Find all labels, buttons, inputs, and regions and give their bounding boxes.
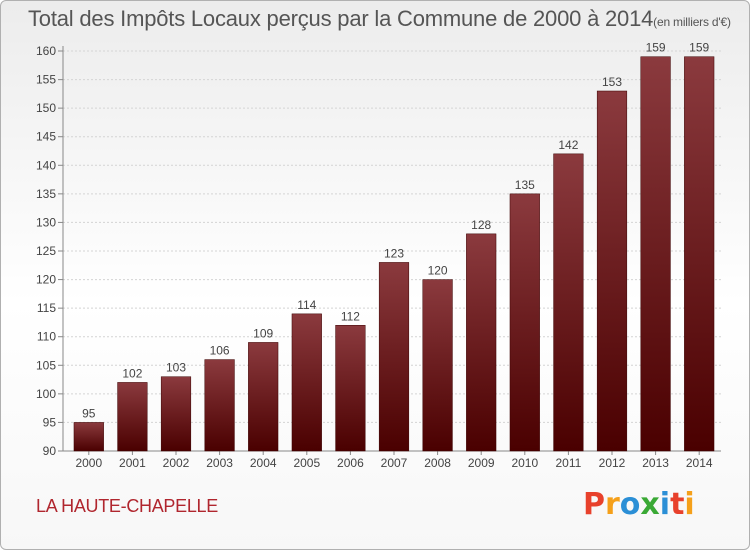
bar-value-label: 112: [341, 309, 360, 323]
bar-value-label: 120: [428, 264, 448, 278]
y-tick-label: 100: [36, 387, 56, 401]
x-tick-label: 2008: [424, 456, 451, 470]
y-tick-label: 105: [36, 358, 56, 372]
commune-name: LA HAUTE-CHAPELLE: [36, 496, 218, 516]
proxiti-logo: Proxiti: [583, 487, 695, 522]
bar-2009: [466, 233, 497, 452]
brand-letter: i: [684, 487, 695, 522]
bar-2000: [73, 422, 104, 452]
bar-2012: [596, 90, 628, 452]
y-tick-label: 160: [36, 44, 56, 58]
y-tick-label: 145: [36, 130, 56, 144]
x-tick-label: 2001: [119, 456, 146, 470]
brand-letter: P: [583, 487, 605, 522]
bar-2011: [553, 153, 584, 452]
bar-2003: [204, 359, 235, 452]
bar-2008: [422, 279, 453, 452]
x-tick-label: 2007: [381, 456, 408, 470]
x-tick-label: 2000: [75, 456, 102, 470]
y-tick-label: 150: [36, 101, 56, 115]
bar-2007: [378, 262, 410, 452]
bar-2002: [160, 376, 192, 452]
y-tick-label: 110: [37, 330, 56, 344]
bar-value-label: 103: [166, 361, 186, 375]
bar-2014: [684, 56, 715, 452]
x-tick-label: 2010: [511, 456, 538, 470]
x-tick-label: 2011: [555, 456, 581, 470]
bar-value-label: 159: [689, 41, 709, 55]
x-tick-label: 2005: [293, 456, 320, 470]
y-tick-label: 115: [37, 301, 56, 315]
bar-value-label: 102: [122, 366, 142, 380]
x-tick-label: 2012: [599, 456, 626, 470]
bar-value-label: 142: [558, 138, 578, 152]
chart-title: Total des Impôts Locaux perçus par la Co…: [28, 6, 731, 32]
bar-value-label: 114: [297, 298, 316, 312]
y-tick-label: 135: [36, 187, 56, 201]
bar-value-label: 153: [602, 75, 622, 89]
bar-value-label: 95: [82, 406, 96, 420]
bar-value-label: 159: [646, 41, 666, 55]
bar-value-label: 128: [471, 218, 491, 232]
bar-2013: [640, 56, 671, 452]
y-tick-label: 125: [36, 244, 56, 258]
bar-value-label: 123: [384, 246, 404, 260]
brand-letter: r: [605, 487, 620, 522]
bar-2005: [291, 313, 322, 452]
brand-letter: i: [659, 487, 671, 522]
x-tick-label: 2009: [468, 456, 495, 470]
bar-2004: [248, 342, 279, 452]
x-tick-label: 2006: [337, 456, 364, 470]
x-tick-label: 2014: [686, 456, 713, 470]
x-tick-label: 2003: [206, 456, 233, 470]
chart-title-text: Total des Impôts Locaux perçus par la Co…: [28, 6, 654, 31]
y-tick-label: 155: [36, 73, 56, 87]
brand-letter: x: [640, 487, 660, 522]
y-tick-label: 90: [43, 444, 57, 458]
brand-letter: t: [670, 487, 685, 522]
y-tick-label: 140: [36, 158, 56, 172]
x-tick-label: 2013: [642, 456, 669, 470]
y-tick-label: 95: [43, 415, 57, 429]
brand-letter: o: [619, 487, 641, 522]
bar-2001: [117, 382, 148, 452]
bar-value-label: 135: [515, 178, 535, 192]
chart-unit: (en milliers d'€): [653, 15, 731, 29]
y-tick-label: 130: [36, 215, 56, 229]
bar-value-label: 109: [253, 326, 273, 340]
y-tick-label: 120: [36, 273, 56, 287]
x-tick-label: 2002: [163, 456, 190, 470]
x-tick-label: 2004: [250, 456, 277, 470]
bar-2006: [335, 325, 366, 452]
bar-2010: [509, 193, 540, 452]
bar-value-label: 106: [210, 344, 230, 358]
